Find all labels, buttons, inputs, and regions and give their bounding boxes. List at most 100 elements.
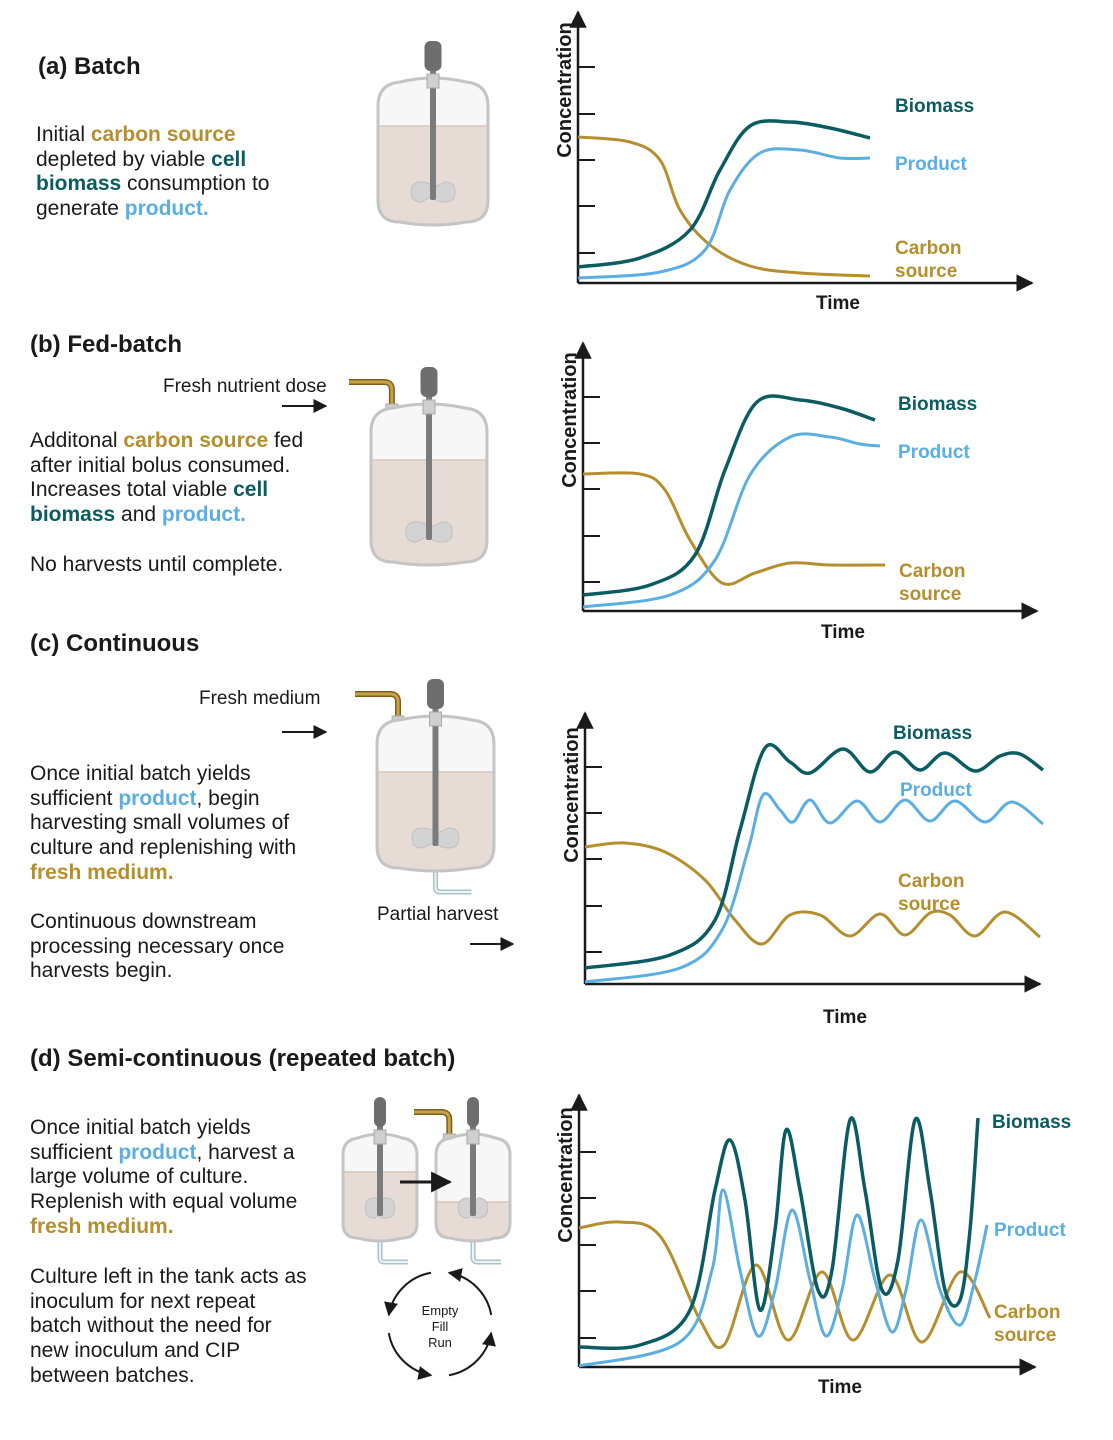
text-line: Continuous downstream xyxy=(30,910,284,935)
motor xyxy=(427,679,444,709)
text-line: Initial carbon source xyxy=(36,123,269,148)
text-segment: generate xyxy=(36,197,125,221)
panel-b-title: (b) Fed-batch xyxy=(30,331,182,358)
product-label: Product xyxy=(994,1220,1066,1241)
text-segment: large volume of culture. xyxy=(30,1165,249,1189)
panel-c-description: Once initial batch yields sufficient prod… xyxy=(30,762,296,886)
text-line: Once initial batch yields xyxy=(30,1116,297,1141)
text-line: biomass consumption to xyxy=(36,172,269,197)
text-segment: Culture left in the tank acts as xyxy=(30,1265,307,1288)
carbon-source-term: carbon source xyxy=(123,429,269,452)
agitator-shaft xyxy=(470,1124,476,1216)
vessel-outline xyxy=(369,402,489,567)
text-line: large volume of culture. xyxy=(30,1165,297,1190)
biomass-curve xyxy=(578,1116,980,1351)
product-term: product. xyxy=(161,503,246,527)
product-term: product. xyxy=(124,197,209,221)
text-line: culture and replenishing with xyxy=(30,836,296,861)
shaft-seal xyxy=(426,73,440,89)
agitator-shaft xyxy=(432,706,439,846)
motor xyxy=(467,1097,479,1127)
feed-tube-inner xyxy=(349,380,394,448)
biomass-label: Biomass xyxy=(895,96,974,117)
cycle-arrow xyxy=(448,1331,496,1377)
product-label: Product xyxy=(895,154,967,175)
fresh-medium-label: Fresh medium xyxy=(199,688,321,709)
motor xyxy=(374,1097,386,1127)
text-line: inoculum for next repeat xyxy=(30,1290,307,1315)
partial-harvest-label: Partial harvest xyxy=(377,904,499,925)
text-segment: depleted by viable xyxy=(36,147,212,171)
carbon-source-term: carbon source xyxy=(90,123,236,146)
agitator-shaft xyxy=(426,394,432,540)
panel-b-description: Additonal carbon source fed after initial… xyxy=(30,429,303,528)
y-axis-label: Concentration xyxy=(554,22,576,158)
concentration-time-chart: Concentration Time Biomass Product Carbonsou… xyxy=(559,341,1039,643)
vessel-outline xyxy=(375,714,496,873)
text-segment: , begin xyxy=(196,786,260,810)
feed-tube-inner xyxy=(414,1110,451,1178)
text-line: between batches. xyxy=(30,1364,307,1389)
panel-b-note: No harvests until complete. xyxy=(30,553,284,576)
agitator-shaft xyxy=(377,1124,383,1216)
text-line: fresh medium. xyxy=(30,861,296,886)
text-segment: after initial bolus consumed. xyxy=(30,453,291,477)
text-line: harvesting small volumes of xyxy=(30,811,296,836)
biomass-label: Biomass xyxy=(893,723,972,744)
panel-c-note: Continuous downstream processing necessar… xyxy=(30,910,284,984)
panel-c-title: (c) Continuous xyxy=(30,630,200,657)
product-label: Product xyxy=(898,442,970,463)
carbon-source-label: Carbon xyxy=(994,1302,1061,1323)
carbon-source-label: source xyxy=(895,261,957,282)
shaft-seal xyxy=(422,399,436,415)
product-term: product xyxy=(118,786,197,810)
text-segment: fed xyxy=(268,429,304,452)
panel-d-title: (d) Semi-continuous (repeated batch) xyxy=(30,1045,456,1072)
shaft-seal xyxy=(466,1129,480,1145)
text-line: Culture left in the tank acts as xyxy=(30,1265,307,1290)
product-curve xyxy=(582,432,881,609)
text-segment: Additonal xyxy=(30,429,124,452)
carbon-source-curve xyxy=(582,471,886,586)
carbon-source-label: Carbon xyxy=(899,561,966,582)
text-segment: inoculum for next repeat xyxy=(30,1289,256,1313)
cycle-step-run: Run xyxy=(428,1335,452,1350)
carbon-source-curve xyxy=(578,1220,992,1350)
fed-batch-bioreactor xyxy=(349,367,489,567)
panel-d-description: Once initial batch yields sufficient prod… xyxy=(30,1116,297,1240)
text-line: depleted by viable cell xyxy=(36,148,269,173)
y-axis-label: Concentration xyxy=(561,727,583,863)
vessel-outline xyxy=(341,1132,419,1243)
x-axis-label: Time xyxy=(821,622,865,643)
y-axis-label: Concentration xyxy=(555,1107,577,1243)
text-line: processing necessary once xyxy=(30,935,284,960)
text-segment: new inoculum and CIP xyxy=(30,1339,241,1363)
text-segment: Once initial batch yields xyxy=(30,1116,251,1139)
x-axis-label: Time xyxy=(816,293,860,314)
continuous-bioreactor xyxy=(355,679,496,895)
shaft-seal xyxy=(373,1129,387,1145)
text-line: Increases total viable cell xyxy=(30,478,303,503)
cycle-arrow xyxy=(384,1271,432,1317)
carbon-source-curve xyxy=(584,841,1041,946)
carbon-source-label: Carbon xyxy=(898,871,965,892)
vessel-outline xyxy=(376,76,490,227)
text-line: Additonal carbon source fed xyxy=(30,429,303,454)
text-segment: Increases total viable xyxy=(30,478,234,502)
text-segment: sufficient xyxy=(30,786,119,810)
concentration-time-chart: Concentration Time Biomass Product Carbonsou… xyxy=(561,711,1045,1028)
panel-a-description: Initial carbon source depleted by viable … xyxy=(36,123,269,222)
panel-a-title: (a) Batch xyxy=(38,53,141,80)
text-segment: processing necessary once xyxy=(30,934,285,958)
feed-tube-inner xyxy=(355,692,400,760)
text-segment: between batches. xyxy=(30,1363,195,1387)
cycle-arrow xyxy=(387,1332,433,1380)
biomass-label: Biomass xyxy=(992,1112,1071,1133)
text-segment: and xyxy=(115,503,162,527)
biomass-curve xyxy=(584,743,1045,970)
carbon-source-label: source xyxy=(899,584,961,605)
agitator-shaft xyxy=(430,68,436,200)
biomass-term: cell xyxy=(233,478,269,502)
harvest-tube-inner xyxy=(379,1236,408,1263)
